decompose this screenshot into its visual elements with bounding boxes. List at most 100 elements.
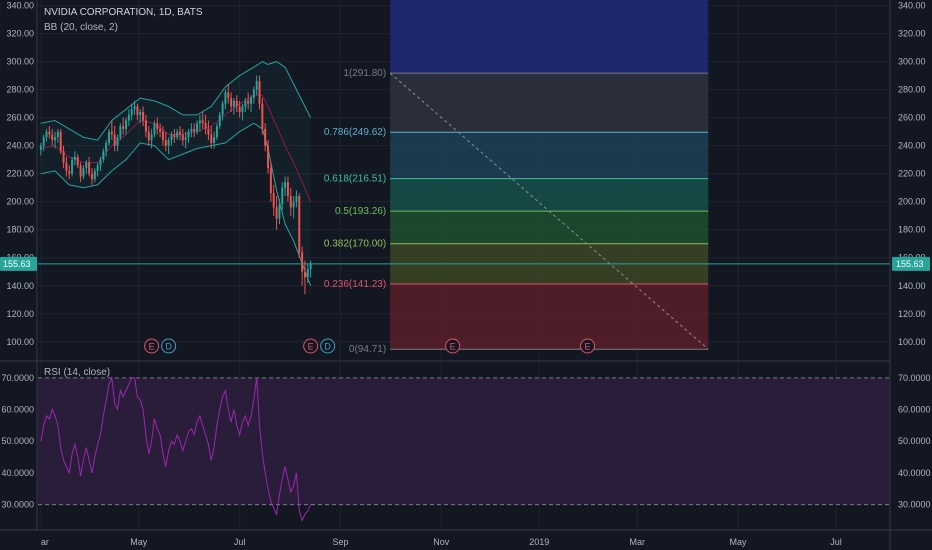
- event-marker-label: E: [308, 342, 314, 352]
- left-rsi-tick-label: 30.0000: [1, 500, 34, 510]
- candle-body: [292, 201, 295, 208]
- candle-body: [227, 92, 230, 99]
- candle-body: [133, 106, 136, 110]
- time-tick-label: Jul: [234, 537, 246, 547]
- candle-body: [110, 131, 113, 135]
- candle-body: [235, 100, 238, 107]
- candle-body: [255, 81, 258, 90]
- candle-body: [306, 268, 309, 278]
- candle-body: [309, 263, 312, 269]
- right-price-tick-label: 140.00: [898, 281, 926, 291]
- candle-body: [51, 134, 54, 141]
- fibonacci-retracement[interactable]: [389, 0, 709, 350]
- time-tick-label: May: [130, 537, 148, 547]
- candle-body: [210, 134, 213, 143]
- right-price-tick-label: 100.00: [898, 337, 926, 347]
- rsi-indicator-label[interactable]: RSI (14, close): [44, 367, 110, 378]
- candle-body: [176, 131, 179, 138]
- candle-body: [113, 134, 116, 146]
- candle-body: [298, 196, 301, 253]
- left-rsi-tick-label: 50.0000: [1, 436, 34, 446]
- candle-body: [170, 134, 173, 141]
- left-price-badge: 155.63: [0, 256, 37, 271]
- time-tick-label: Nov: [433, 537, 450, 547]
- left-price-tick-label: 260.00: [6, 113, 34, 123]
- candle-body: [48, 131, 51, 135]
- fib-level-label: 0.5(193.26): [335, 206, 386, 217]
- right-price-tick-label: 280.00: [898, 85, 926, 95]
- left-price-tick-label: 240.00: [6, 141, 34, 151]
- left-price-tick-label: 280.00: [6, 85, 34, 95]
- candle-body: [82, 168, 85, 177]
- left-price-tick-label: 120.00: [6, 309, 34, 319]
- candlestick-series: [39, 75, 312, 295]
- fib-zone: [390, 132, 709, 179]
- right-price-tick-label: 260.00: [898, 113, 926, 123]
- left-price-tick-label: 200.00: [6, 197, 34, 207]
- event-marker-circle: [320, 338, 336, 354]
- candle-body: [62, 151, 65, 163]
- event-marker-earnings[interactable]: E: [144, 338, 160, 354]
- event-marker-earnings[interactable]: E: [580, 338, 596, 354]
- candle-body: [102, 151, 105, 160]
- time-tick-label: May: [730, 537, 748, 547]
- candle-body: [207, 128, 210, 135]
- rsi-pane[interactable]: [38, 375, 890, 522]
- fib-zone: [390, 73, 709, 133]
- right-price-tick-label: 240.00: [898, 141, 926, 151]
- bb-fill: [40, 61, 311, 286]
- candle-body: [224, 92, 227, 104]
- candle-body: [85, 162, 88, 169]
- event-marker-circle: [445, 338, 461, 354]
- candle-body: [267, 145, 270, 169]
- candle-body: [184, 137, 187, 141]
- right-price-badge-text: 155.63: [896, 259, 924, 269]
- candle-body: [252, 89, 255, 99]
- candle-body: [201, 120, 204, 124]
- candle-body: [122, 126, 125, 129]
- event-marker-label: E: [149, 342, 155, 352]
- bb-upper-line: [40, 61, 312, 141]
- left-price-tick-label: 100.00: [6, 337, 34, 347]
- fibonacci-labels: 1(291.80) 0.786(249.62) 0.618(216.51) 0.5(1…: [324, 68, 386, 355]
- candle-body: [139, 112, 142, 115]
- time-tick-label: 2019: [529, 537, 549, 547]
- symbol-title[interactable]: NVIDIA CORPORATION, 1D, BATS: [44, 7, 203, 18]
- event-marker-earnings[interactable]: E: [445, 338, 461, 354]
- candle-body: [156, 123, 159, 129]
- time-tick-label: Mar: [629, 537, 645, 547]
- event-marker-dividend[interactable]: D: [320, 338, 336, 354]
- left-price-tick-label: 320.00: [6, 29, 34, 39]
- candle-body: [159, 128, 162, 132]
- event-marker-earnings[interactable]: E: [303, 338, 319, 354]
- candle-body: [179, 131, 181, 135]
- right-price-tick-label: 340.00: [898, 1, 926, 11]
- rsi-band-background: [38, 377, 890, 505]
- event-marker-dividend[interactable]: D: [161, 338, 177, 354]
- candle-body: [54, 137, 57, 141]
- candle-body: [261, 103, 264, 129]
- candle-body: [144, 120, 147, 132]
- fib-level-label: 0.618(216.51): [324, 174, 386, 185]
- fib-zone: [390, 211, 709, 244]
- candle-body: [45, 131, 48, 138]
- fib-level-label: 0(94.71): [349, 344, 386, 355]
- time-axis[interactable]: ar May Jul Sep Nov 2019 Mar May Jul: [41, 537, 842, 547]
- candle-body: [164, 140, 167, 146]
- event-marker-circle: [580, 338, 596, 354]
- candle-body: [153, 123, 156, 135]
- candle-body: [301, 252, 304, 272]
- candle-body: [59, 131, 62, 152]
- candle-body: [247, 100, 250, 104]
- candle-body: [130, 109, 133, 115]
- time-tick-label: ar: [41, 537, 49, 547]
- candle-body: [264, 128, 267, 146]
- candle-body: [150, 134, 153, 141]
- bb-indicator-label[interactable]: BB (20, close, 2): [44, 22, 118, 33]
- candle-body: [68, 170, 71, 174]
- candle-body: [90, 173, 93, 180]
- candle-body: [269, 168, 272, 194]
- candle-body: [42, 137, 45, 146]
